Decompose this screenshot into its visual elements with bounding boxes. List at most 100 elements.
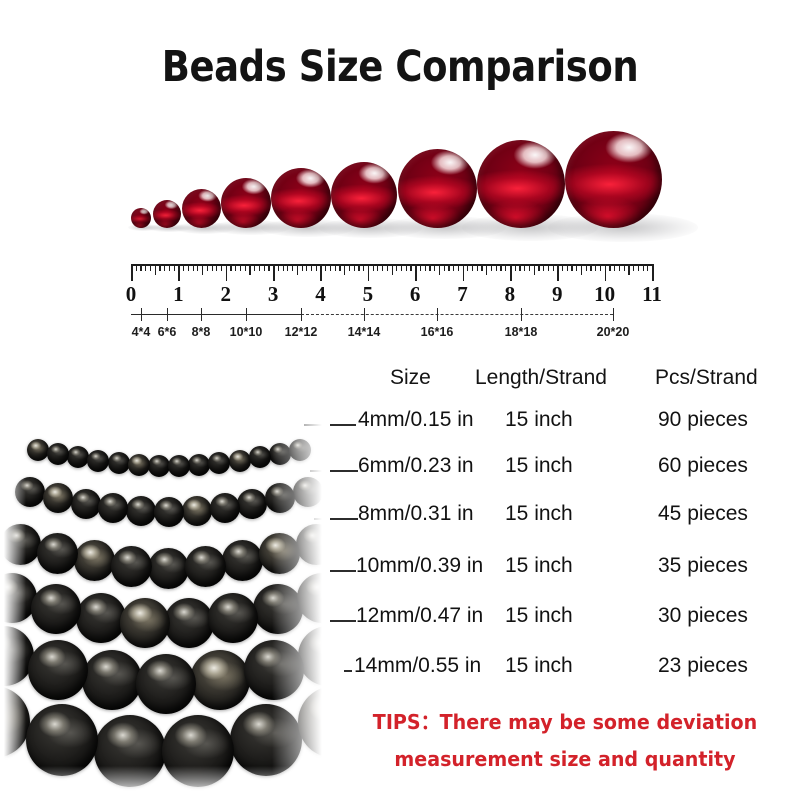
obsidian-bead [208, 593, 259, 644]
ruler-tick [566, 264, 568, 271]
ruler-tick [500, 264, 502, 271]
ruler-tick [599, 264, 602, 271]
ruler-tick [202, 264, 204, 275]
ruler-tick [159, 264, 161, 271]
ruler-number: 7 [457, 282, 468, 306]
ruler-tick [282, 264, 284, 271]
scale-label: 12*12 [284, 325, 318, 339]
red-bead [153, 200, 181, 228]
ruler-tick [192, 264, 194, 271]
ruler-tick [315, 264, 317, 271]
bead-shadow [148, 223, 192, 233]
bead-size-scale-bar: 4*4 6*6 8*8 10*10 12*12 14*14 16*16 18*18 20*20 [131, 306, 652, 339]
ruler-tick [547, 264, 549, 271]
leader-line [344, 670, 352, 672]
table-row: 14mm/0.55 in 15 inch 23 pieces [300, 654, 800, 684]
scale-label: 14*14 [347, 325, 381, 339]
cell-size: 4mm/0.15 in [358, 408, 474, 431]
scale-tick [301, 308, 303, 321]
ruler-tick [495, 264, 497, 271]
leader-line [330, 620, 356, 622]
table-header-length: Length/Strand [475, 366, 607, 389]
ruler-number: 1 [173, 282, 184, 306]
ruler-tick [528, 264, 531, 271]
obsidian-bead [73, 540, 115, 582]
obsidian-bead [147, 547, 189, 589]
ruler-number: 5 [362, 282, 374, 306]
ruler-tick [168, 264, 171, 271]
obsidian-bead [42, 483, 73, 514]
ruler-tick [377, 264, 379, 271]
obsidian-bead [110, 545, 152, 587]
ruler-tick [140, 264, 142, 271]
cell-size: 14mm/0.55 in [354, 654, 482, 677]
tips-line-2: measurement size and quantity [394, 747, 736, 771]
ruler-tick [263, 264, 265, 271]
ruler-tick [557, 264, 559, 281]
ruler-tick [533, 264, 535, 275]
bead-shadow [127, 224, 159, 232]
ruler-tick [306, 264, 308, 271]
cell-pcs: 30 pieces [658, 604, 748, 627]
table-header-pcs: Pcs/Strand [655, 366, 758, 389]
ruler-tick [604, 264, 607, 281]
ruler-number: 10 [594, 282, 616, 306]
ruler-tick [363, 264, 365, 271]
obsidian-bead [168, 454, 191, 477]
cell-length: 15 inch [505, 554, 573, 577]
ruler-tick [216, 264, 218, 271]
ruler-tick [301, 264, 303, 271]
tips-note: TIPS：There may be some deviation measure… [330, 704, 800, 778]
ruler-tick [135, 264, 137, 271]
cell-size: 12mm/0.47 in [356, 604, 484, 627]
ruler-number: 0 [125, 282, 137, 306]
photo-top-fade [0, 392, 330, 418]
ruler-tick [472, 264, 474, 271]
scale-tick [246, 308, 248, 321]
ruler-tick [386, 264, 388, 271]
bead-shadow [383, 215, 507, 240]
ruler-tick [524, 264, 526, 271]
ruler-tick [382, 264, 384, 271]
ruler-tick [178, 264, 180, 281]
obsidian-bead [75, 593, 126, 644]
table-row: 12mm/0.47 in 15 inch 30 pieces [300, 604, 800, 634]
cell-length: 15 inch [505, 654, 573, 677]
ruler-tick [453, 264, 455, 271]
scale-tick [141, 308, 143, 321]
ruler-tick [225, 264, 228, 281]
obsidian-bead [136, 654, 196, 714]
ruler-tick [486, 264, 488, 275]
ruler-number: 2 [220, 282, 231, 306]
ruler-tick [434, 264, 436, 271]
ruler-tick [509, 264, 512, 281]
ruler-tick [296, 264, 298, 275]
obsidian-bead [127, 453, 150, 476]
ruler-tick [358, 264, 360, 271]
ruler-tick [415, 264, 417, 281]
scale-tick [521, 308, 523, 321]
ruler-tick [647, 264, 649, 271]
obsidian-bead [154, 497, 184, 527]
ruler-tick [400, 264, 403, 271]
scale-label: 4*4 [131, 325, 151, 339]
obsidian-bead [31, 584, 82, 635]
obsidian-bead [188, 453, 211, 476]
table-header-size: Size [390, 366, 431, 389]
ruler-tick [164, 264, 166, 271]
ruler-number: 3 [267, 282, 279, 306]
scale-tick [613, 308, 615, 321]
cell-length: 15 inch [505, 454, 573, 477]
photo-right-fade [272, 392, 330, 800]
ruler-tick [254, 264, 256, 271]
ruler-tick [391, 264, 393, 275]
ruler-tick [410, 264, 412, 271]
ruler-tick [562, 264, 564, 271]
ruler-tick [571, 264, 573, 271]
ruler-tick [538, 264, 540, 271]
red-bead [271, 168, 331, 228]
ruler-tick [396, 264, 398, 271]
scale-label: 8*8 [191, 325, 211, 339]
ruler-tick [206, 264, 208, 271]
